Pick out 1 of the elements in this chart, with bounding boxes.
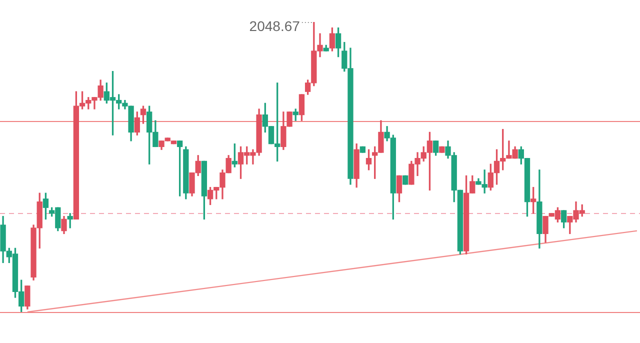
annotation: 2048.67: [249, 18, 300, 34]
